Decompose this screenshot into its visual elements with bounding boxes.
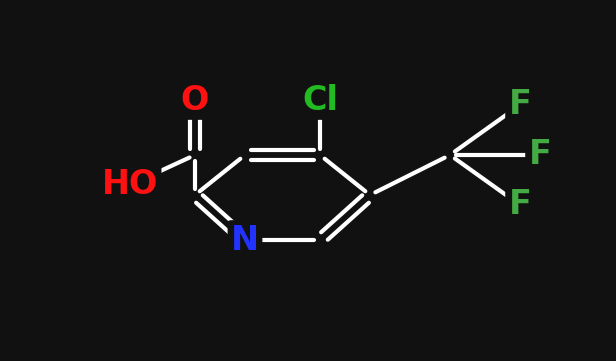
Text: N: N <box>231 223 259 257</box>
Text: F: F <box>509 188 532 222</box>
Text: O: O <box>181 83 209 117</box>
Text: F: F <box>509 88 532 122</box>
Text: F: F <box>529 139 551 171</box>
Text: Cl: Cl <box>302 83 338 117</box>
Text: N: N <box>231 223 259 257</box>
Text: F: F <box>509 188 532 222</box>
Text: HO: HO <box>102 169 158 201</box>
Text: F: F <box>509 88 532 122</box>
Text: Cl: Cl <box>302 83 338 117</box>
Text: O: O <box>181 83 209 117</box>
Text: HO: HO <box>102 169 158 201</box>
Text: F: F <box>529 139 551 171</box>
